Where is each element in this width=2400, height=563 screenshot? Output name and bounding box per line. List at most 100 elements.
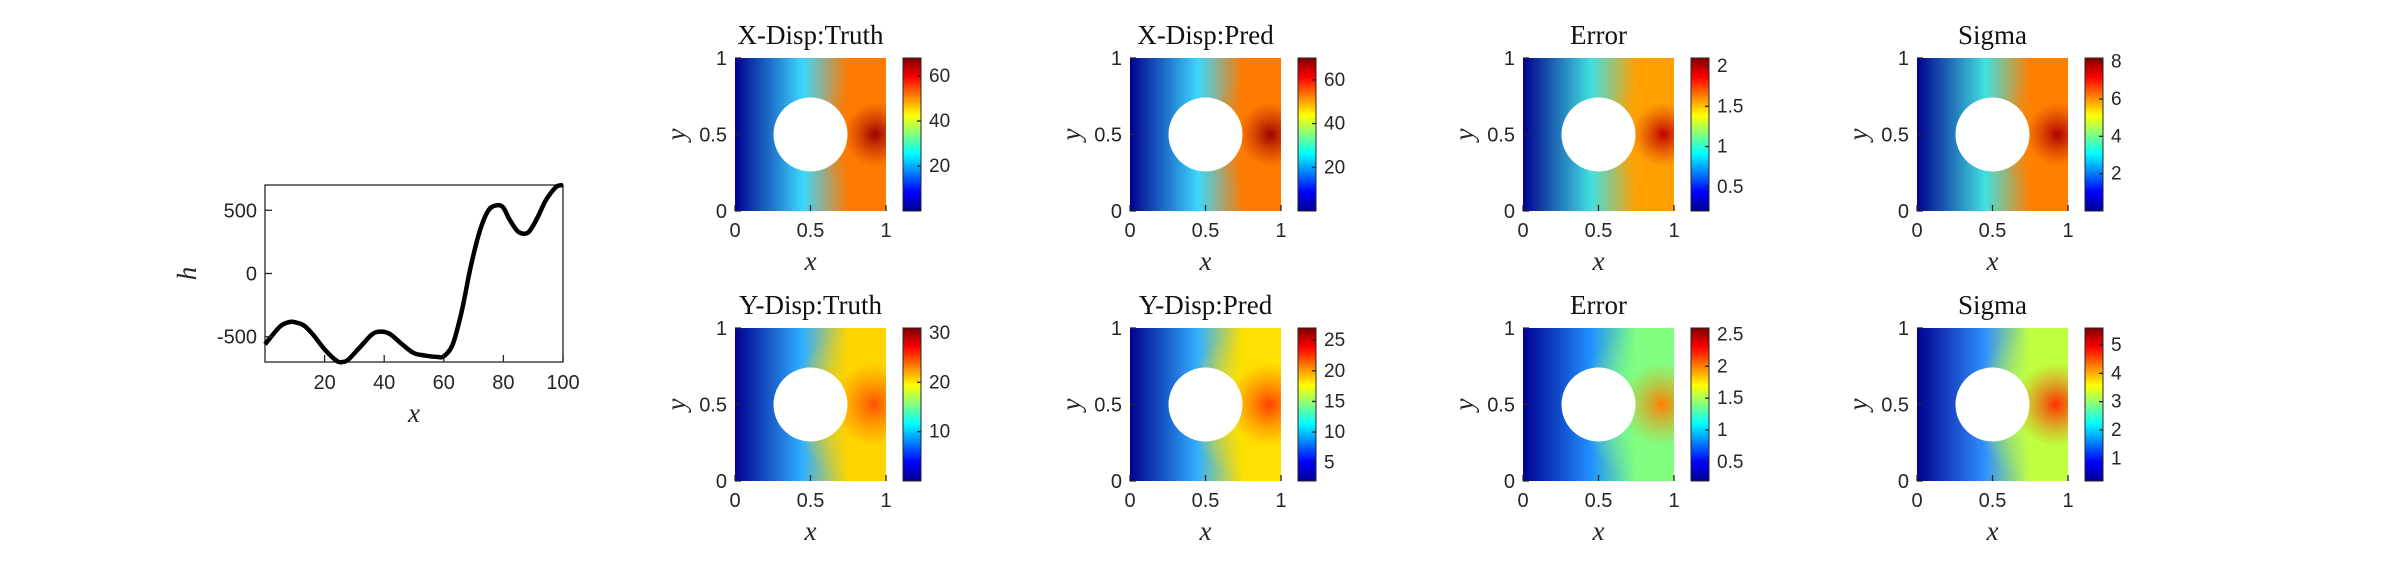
y-tick-label: 0.5 [1881,395,1909,417]
y-tick-label: 0 [1898,201,1909,223]
colorbar-tick-label: 10 [1324,422,1345,443]
panel-title: X-Disp:Pred [1137,20,1274,50]
y-tick-label: 1 [1111,318,1122,340]
x-tick-label: 0 [1911,220,1922,242]
colorbar-tick-label: 20 [929,372,950,393]
x-tick-label: 1 [880,220,891,242]
y-tick-label: 1 [1504,318,1515,340]
colorbar-tick-label: 15 [1324,391,1345,412]
colorbar [1297,327,1317,482]
y-tick-label: 0 [1111,471,1122,493]
y-tick-label: 0.5 [1881,125,1909,147]
hole [1955,97,2030,172]
colorbar-tick-label: 1 [1717,137,1728,158]
colorbar-tick-label: 2 [1717,56,1728,77]
hole [1561,367,1636,442]
panel-title: Sigma [1958,20,2027,50]
colorbar-tick-label: 0.5 [1717,452,1743,473]
x-axis-label: x [1592,516,1605,546]
colorbar-tick-label: 30 [929,323,950,344]
colorbar [1297,57,1317,212]
x-axis-label: x [1986,246,1999,276]
y-tick-label: 1 [1898,48,1909,70]
colorbar-tick-label: 20 [929,156,950,177]
x-axis-label: x [1986,516,1999,546]
panel-title: Sigma [1958,290,2027,320]
x-axis-label: x [1199,516,1212,546]
x-tick-label: 0.5 [1585,490,1613,512]
x-tick-label: 60 [433,372,455,394]
y-tick-label: 1 [1898,318,1909,340]
heatmap-panel: 0 0.5 1 0 0.5 1 Error x y 0.5 1 1.5 2 [1449,20,1743,276]
heatmap-panel: 0 0.5 1 0 0.5 1 Sigma x y 2 4 6 8 [1843,20,2122,276]
y-tick-label: 500 [224,200,257,222]
x-tick-label: 1 [1668,220,1679,242]
x-tick-label: 1 [1275,490,1286,512]
y-tick-label: 0 [1504,471,1515,493]
h-profile-panel: 20 40 60 80 100 500 0 -500 x h [172,182,580,428]
line-plot-frame [264,184,564,363]
colorbar-tick-label: 1.5 [1717,388,1743,409]
x-tick-label: 0 [1911,490,1922,512]
hole [1168,97,1243,172]
y-axis-label: y [1843,128,1873,143]
panel-title: Y-Disp:Truth [739,290,883,320]
y-tick-label: -500 [217,327,257,349]
colorbar-tick-label: 25 [1324,330,1345,351]
colorbar-tick-label: 20 [1324,157,1345,178]
y-tick-label: 1 [716,318,727,340]
colorbar-tick-label: 2.5 [1717,324,1743,345]
x-tick-label: 0 [1124,490,1135,512]
colorbar [2084,327,2104,482]
y-tick-label: 0 [716,201,727,223]
colorbar [902,327,922,482]
x-tick-label: 1 [2062,220,2073,242]
colorbar-tick-label: 8 [2111,52,2122,73]
y-axis-label: y [1449,128,1479,143]
y-tick-label: 0.5 [699,125,727,147]
panel-title: X-Disp:Truth [737,20,884,50]
y-axis-label: y [1056,128,1086,143]
x-tick-label: 0.5 [797,220,825,242]
x-tick-label: 100 [546,372,579,394]
colorbar-tick-label: 10 [929,422,950,443]
x-tick-label: 0.5 [1979,490,2007,512]
colorbar-tick-label: 0.5 [1717,177,1743,198]
x-tick-label: 1 [880,490,891,512]
y-tick-label: 0.5 [1487,395,1515,417]
y-tick-label: 0 [1504,201,1515,223]
x-tick-label: 0.5 [1192,220,1220,242]
x-axis-label: x [1199,246,1212,276]
y-tick-label: 0.5 [1094,395,1122,417]
x-tick-label: 40 [373,372,395,394]
y-tick-label: 0.5 [1487,125,1515,147]
colorbar-tick-label: 1 [2111,448,2122,469]
y-axis-label: y [1843,398,1873,413]
colorbar-tick-label: 2 [2111,164,2122,185]
x-tick-label: 0.5 [1585,220,1613,242]
hole [1561,97,1636,172]
y-axis-label: y [1449,398,1479,413]
colorbar-tick-label: 4 [2111,363,2122,384]
colorbar-tick-label: 60 [1324,70,1345,91]
y-tick-label: 0 [1111,201,1122,223]
colorbar-tick-label: 5 [1324,453,1335,474]
colorbar-tick-label: 20 [1324,361,1345,382]
x-tick-label: 1 [2062,490,2073,512]
x-tick-label: 0.5 [797,490,825,512]
y-axis-label: y [661,128,691,143]
heatmap-panel: 0 0.5 1 0 0.5 1 Error x y 0.5 1 1.5 2 2.5 [1449,290,1743,546]
heatmap-panel: 0 0.5 1 0 0.5 1 Sigma x y 1 2 3 4 5 [1843,290,2122,546]
y-axis-label: y [1056,398,1086,413]
x-tick-label: 0 [729,490,740,512]
x-tick-label: 0 [729,220,740,242]
x-tick-label: 0.5 [1979,220,2007,242]
x-axis-label: x [804,516,817,546]
y-tick-label: 0 [246,264,257,286]
colorbar-tick-label: 3 [2111,392,2122,413]
y-tick-label: 0 [716,471,727,493]
colorbar [1690,327,1710,482]
